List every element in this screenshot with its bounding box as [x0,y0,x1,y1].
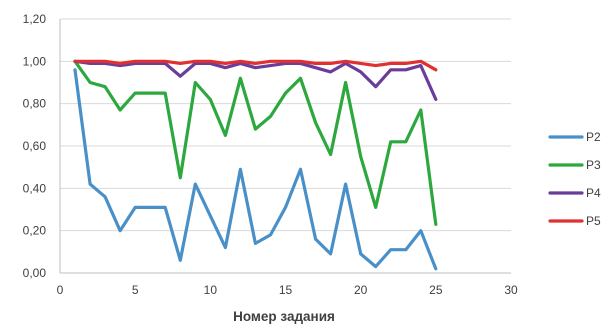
y-tick-label: 1,20 [23,12,47,26]
legend: P2 P3 P4 P5 [548,130,601,228]
y-tick-label: 1,00 [23,54,47,68]
x-tick-label: 15 [279,283,293,297]
y-tick-label: 0,60 [23,139,47,153]
y-tick-label: 0,00 [23,266,47,280]
x-tick-label: 0 [57,283,64,297]
legend-label-p4: P4 [586,186,601,200]
series-line-p2 [73,68,438,271]
y-tick-label: 0,40 [23,181,47,195]
x-axis-label: Номер задания [233,309,335,324]
y-tick-label: 0,80 [23,97,47,111]
x-tick-label: 30 [504,283,518,297]
legend-label-p3: P3 [586,158,601,172]
legend-label-p5: P5 [586,214,601,228]
x-tick-labels: 0 5 10 15 20 25 30 [57,283,518,297]
y-tick-labels: 0,00 0,20 0,40 0,60 0,80 1,00 1,20 [23,12,47,280]
series-line-p5 [73,59,438,72]
series-line-p4 [73,59,438,102]
legend-label-p2: P2 [586,130,601,144]
x-tick-label: 25 [429,283,443,297]
x-tick-label: 20 [354,283,368,297]
series-lines [73,59,438,271]
y-tick-label: 0,20 [23,224,47,238]
grid-lines [60,18,511,232]
series-line-p3 [73,59,438,226]
x-tick-label: 5 [132,283,139,297]
axes [59,19,511,274]
x-tick-label: 10 [204,283,218,297]
